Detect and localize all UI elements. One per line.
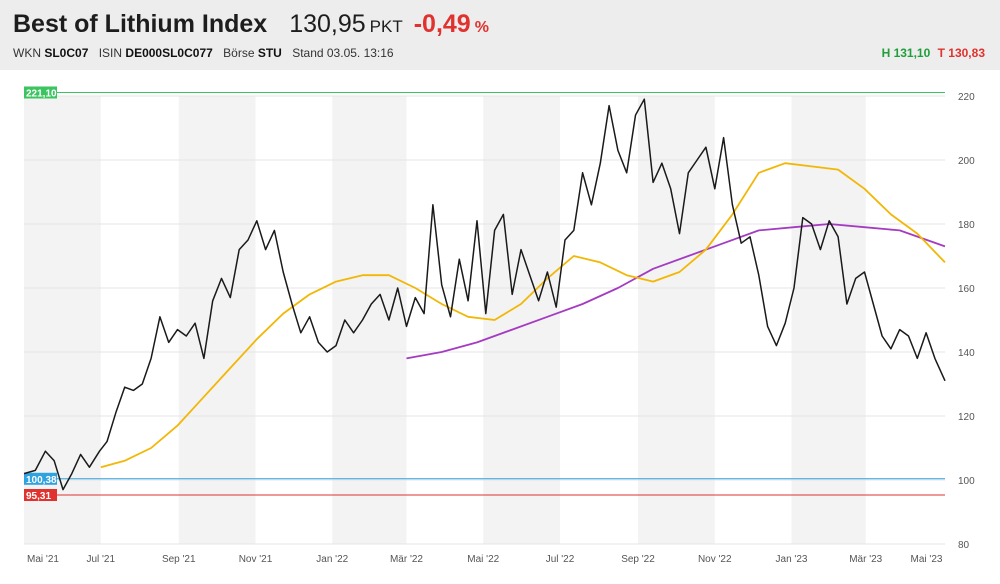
month-bands [24,96,866,544]
x-tick-label: Mai '23 [911,554,943,565]
x-tick-label: Jul '21 [86,554,115,565]
wkn-value: SL0C07 [44,46,89,60]
x-tick-label: Nov '22 [698,554,732,565]
y-tick-label: 160 [958,284,975,295]
day-high: H 131,10 [881,46,931,60]
y-tick-label: 120 [958,412,975,423]
month-band [178,96,256,544]
x-tick-label: Jan '23 [776,554,808,565]
ma_long-line [406,223,946,360]
exchange-value: STU [257,46,282,60]
y-tick-label: 80 [958,540,970,551]
chart-series [23,98,946,491]
stand-timestamp: Stand 03.05. 13:16 [292,46,394,60]
month-band [24,96,101,544]
level-label-low: 95,31 [26,491,51,502]
high-low: H 131,10 T 130,83 [882,46,985,60]
level-label-high: 221,10 [26,88,57,99]
header: Best of Lithium Index 130,95 PKT -0,49 %… [0,0,1000,70]
y-tick-label: 180 [958,220,975,231]
x-tick-label: Mai '22 [467,554,499,565]
x-tick-label: Sep '22 [621,554,655,565]
price-unit: PKT [369,17,403,36]
price-change-unit: % [474,19,489,36]
x-tick-label: Mai '21 [27,554,59,565]
reference-levels: 221,10 100,38 95,31 [24,86,945,502]
y-gridlines [24,95,945,545]
level-tag-start [24,472,57,485]
x-tick-label: Jul '22 [546,554,575,565]
month-band [638,96,715,544]
y-tick-label: 140 [958,348,975,359]
isin-value: DE000SL0C077 [125,46,213,60]
price-chart[interactable]: 221,10 100,38 95,31 80 100 120 140 160 180 200 22… [0,70,1000,584]
index-title: Best of Lithium Index [13,10,268,38]
exchange-label: Börse [223,46,255,60]
day-low: T 130,83 [937,46,985,60]
month-band [791,96,866,544]
y-tick-label: 100 [958,476,975,487]
level-label-start: 100,38 [26,475,57,486]
y-tick-label: 220 [958,92,975,103]
x-tick-label: Jan '22 [316,554,348,565]
x-tick-label: Mär '23 [849,554,882,565]
level-tag-high [24,86,57,99]
meta-row: WKN SL0C07 ISIN DE000SL0C077 Börse STU S… [13,46,394,60]
wkn-label: WKN [13,46,41,60]
y-tick-label: 200 [958,156,975,167]
level-tag-low [24,489,57,502]
chart-axes: 80 100 120 140 160 180 200 220 Mai '21 Jul '21 Sep… [27,92,975,565]
ma_short-line [100,162,946,469]
title-row: Best of Lithium Index 130,95 PKT -0,49 % [13,10,489,39]
price-change: -0,49 [413,10,471,38]
isin-label: ISIN [98,46,123,60]
x-tick-label: Nov '21 [239,554,273,565]
x-tick-label: Mär '22 [390,554,423,565]
month-band [332,96,407,544]
price-line [23,98,946,491]
x-tick-label: Sep '21 [162,554,196,565]
index-price: 130,95 [289,10,366,38]
